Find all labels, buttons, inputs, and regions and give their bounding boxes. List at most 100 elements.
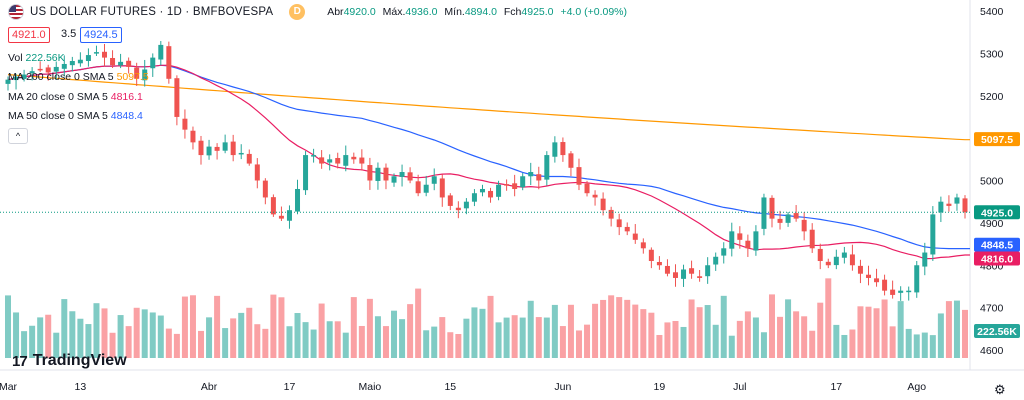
candle-body [463,201,469,209]
volume-bar [849,329,856,358]
volume-bar [254,324,261,358]
bid-price-box[interactable]: 4921.0 [8,27,50,43]
candle-body [399,172,405,177]
candle-body [785,214,791,223]
legend-collapse-button[interactable]: ^ [8,128,28,144]
volume-bar [913,334,920,358]
tradingview-mark-icon: 17 [12,352,28,370]
y-tick-label: 5200 [980,91,1004,103]
candle-body [29,71,35,74]
volume-bar [181,296,188,358]
candle-body [222,142,228,151]
legend-volume[interactable]: Vol 222.56K [8,52,65,64]
candle-body [214,146,220,151]
price-axis-label: 4925.0 [981,207,1013,219]
candle-body [367,165,373,181]
volume-bar [616,297,623,358]
x-tick-label: 17 [284,381,296,393]
volume-bar [752,317,759,358]
candle-body [118,61,124,66]
volume-bar [865,306,872,358]
candle-body [110,57,116,66]
price-axis-label: 5097.5 [981,134,1013,146]
candle-body [737,233,743,240]
x-tick-label: Abr [201,381,218,393]
legend-ma50[interactable]: MA 50 close 0 SMA 5 4848.4 [8,110,143,122]
settings-gear-icon[interactable]: ⚙ [994,382,1006,397]
volume-bar [720,295,727,358]
candle-body [496,184,502,197]
volume-bar [109,332,116,358]
volume-bar [85,324,92,358]
candle-body [69,61,75,66]
volume-bar [310,329,317,358]
candle-body [930,214,936,255]
candle-body [158,44,164,60]
volume-bar [318,303,325,358]
candle-body [890,289,896,295]
candle-body [61,63,67,69]
candle-body [359,157,365,164]
symbol-title[interactable]: US DOLLAR FUTURES · 1D · BMFBOVESPA [30,6,274,18]
candle-body [640,242,646,249]
candle-body [568,153,574,168]
candle-body [439,178,445,198]
volume-bar [777,316,784,358]
candle-body [801,219,807,232]
delayed-data-badge[interactable]: D [289,4,306,20]
volume-bar [391,310,398,358]
ask-price-box[interactable]: 4924.5 [80,27,122,43]
candle-body [672,272,678,278]
candle-body [5,79,11,84]
candle-body [512,183,518,189]
candle-body [906,290,912,293]
candle-body [938,201,944,213]
volume-bar [785,299,792,358]
volume-bar [447,332,454,358]
volume-bar [584,324,591,358]
volume-bar [519,317,526,358]
volume-bar [463,318,470,358]
legend-ma20[interactable]: MA 20 close 0 SMA 5 4816.1 [8,91,143,103]
candle-body [841,252,847,258]
candle-body [705,265,711,277]
candle-body [230,141,236,156]
candle-body [721,248,727,256]
candle-body [254,164,260,181]
volume-bar [809,330,816,358]
volume-bar [189,295,196,358]
legend-ma200[interactable]: MA 200 close 0 SMA 5 5097.5 [8,71,149,83]
candle-body [793,213,799,219]
volume-bar [656,334,663,358]
volume-bar [198,330,205,358]
candle-body [327,159,333,163]
candle-body [769,197,775,219]
volume-bar [760,332,767,358]
volume-bar [238,312,245,358]
candle-body [608,209,614,219]
volume-bar [937,313,944,358]
price-axis-label-bg [974,205,1020,220]
candle-body [624,226,630,232]
candle-body [21,74,27,79]
candle-body [922,252,928,267]
volume-bar [93,303,100,358]
volume-bar [230,318,237,358]
volume-bar [29,325,36,358]
candle-body [946,203,952,206]
candle-body [77,59,83,64]
volume-bar [125,326,132,358]
candle-body [664,265,670,274]
volume-bar [592,303,599,358]
volume-bar [817,302,824,358]
tradingview-logo[interactable]: 17 TradingView [12,352,127,370]
volume-bar [382,326,389,358]
candle-body [777,218,783,223]
volume-bar [53,332,60,358]
volume-bar [286,326,293,358]
candle-body [479,188,485,193]
candle-body [198,140,204,156]
candle-body [857,265,863,274]
candle-body [383,167,389,181]
